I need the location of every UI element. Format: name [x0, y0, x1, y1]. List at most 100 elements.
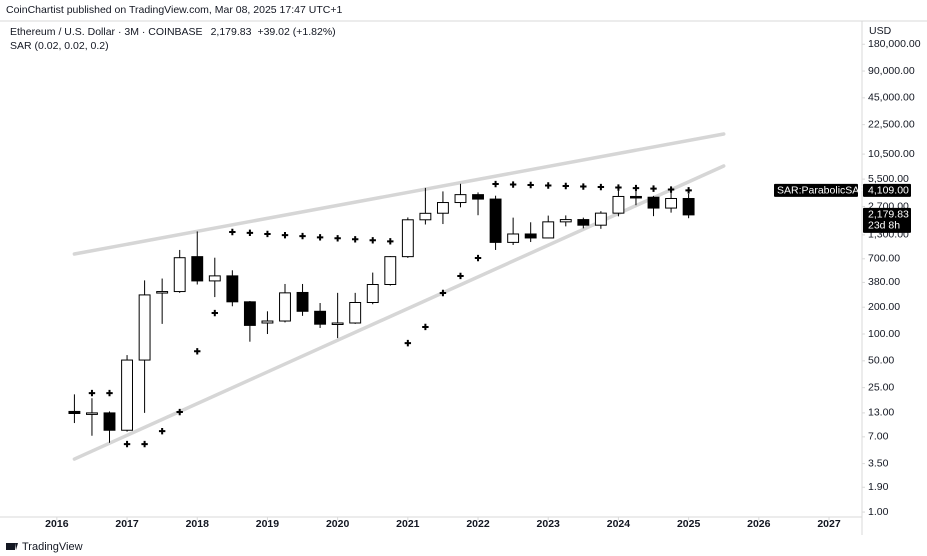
y-tick-label: 25.00 [868, 381, 894, 393]
y-tick-label: 380.00 [868, 276, 900, 288]
logo-text: TradingView [22, 541, 83, 553]
candle-body [542, 221, 555, 239]
candle-body [472, 194, 484, 200]
price-label-value: 2,179.83 [868, 209, 909, 221]
x-tick-label: 2025 [677, 518, 701, 530]
candle-body [243, 301, 256, 326]
x-tick-label: 2016 [45, 518, 69, 530]
candle-body [68, 410, 81, 414]
sar-point [632, 184, 640, 192]
candle-body [279, 292, 291, 322]
sar-point [527, 181, 534, 189]
sar-point [211, 309, 218, 317]
candle-body [296, 291, 309, 312]
trend-line [72, 132, 726, 256]
candle-body [401, 219, 414, 258]
sar-point [158, 427, 166, 435]
sar-point [597, 183, 605, 191]
sar-point [422, 323, 429, 331]
sar-point [545, 182, 552, 189]
candle-body [103, 412, 116, 431]
sar-point [281, 231, 289, 239]
price-label-bg [863, 207, 911, 233]
publisher: CoinChartist published on TradingView.co… [6, 4, 342, 16]
y-tick-label: 1.90 [868, 481, 889, 493]
sar-point [264, 230, 271, 238]
last-price: 2,179.83 [211, 26, 252, 38]
y-tick-label: 180,000.00 [868, 38, 921, 50]
y-tick-label: 90,000.00 [868, 65, 915, 77]
candle-body [86, 412, 98, 415]
candle-body [577, 219, 590, 226]
sar-point [334, 235, 341, 242]
sar-point [176, 408, 183, 416]
y-tick-label: 7.00 [868, 431, 889, 443]
sar-label-name: SAR:ParabolicSAR [777, 185, 867, 197]
sar-point [141, 440, 148, 448]
candle-body [612, 195, 625, 214]
sar-label-value-bg [863, 183, 911, 197]
y-tick-label: 13.00 [868, 407, 894, 419]
candle-body [156, 291, 169, 294]
sar-point [316, 234, 324, 241]
x-tick-label: 2017 [115, 518, 139, 530]
x-tick-label: 2023 [537, 518, 561, 530]
x-tick-label: 2019 [256, 518, 280, 530]
plot-area [68, 132, 726, 461]
sar-point [194, 348, 201, 355]
y-tick-label: 50.00 [868, 355, 894, 367]
indicator-name: SAR (0.02, 0.02, 0.2) [10, 40, 109, 52]
sar-point [439, 289, 447, 297]
sar-point [246, 229, 254, 237]
logo: TradingView [6, 541, 83, 553]
sar-point [650, 185, 657, 192]
candle-body [419, 212, 432, 221]
sar-point [299, 232, 306, 240]
candle-body [665, 197, 678, 209]
x-tick-label: 2022 [466, 518, 490, 530]
y-tick-label: 100.00 [868, 328, 900, 340]
sar-point [615, 184, 622, 191]
y-tick-label: 700.00 [868, 253, 900, 265]
currency: USD [869, 25, 892, 37]
sar-point [562, 182, 569, 190]
sar-point [88, 389, 96, 397]
sar-point [351, 236, 359, 243]
change: +39.02 (+1.82%) [257, 26, 335, 38]
candle-body [682, 197, 695, 216]
y-tick-label: 5,500.00 [868, 173, 909, 185]
x-tick-label: 2020 [326, 518, 350, 530]
sar-point [580, 183, 587, 190]
sar-label-value: 4,109.00 [868, 185, 909, 197]
y-tick-label: 200.00 [868, 301, 900, 313]
candle-body [647, 196, 660, 209]
candle-body [436, 202, 449, 214]
candle-body [349, 301, 362, 324]
sar-point [474, 254, 482, 262]
y-tick-label: 10,500.00 [868, 148, 915, 160]
sar-label-name-bg [774, 183, 858, 197]
y-tick-label: 22,500.00 [868, 118, 915, 130]
symbol: Ethereum / U.S. Dollar · 3M · COINBASE [10, 26, 203, 38]
candle-body [208, 275, 221, 282]
candle-body [138, 294, 151, 361]
sar-point [106, 389, 113, 397]
trend-line [72, 164, 726, 461]
x-tick-label: 2027 [817, 518, 841, 530]
candle-body [173, 257, 186, 293]
candle-body [559, 219, 572, 223]
sar-point [667, 186, 675, 193]
price-label-countdown: 23d 8h [868, 220, 900, 232]
sar-point [229, 228, 236, 236]
candle-body [524, 233, 537, 239]
sar-point [685, 187, 692, 194]
candle-body [630, 195, 642, 199]
candle-body [314, 310, 327, 325]
x-tick-label: 2021 [396, 518, 420, 530]
candle-body [489, 198, 502, 243]
candle-body [366, 284, 379, 303]
candle-body [454, 194, 467, 204]
x-tick-label: 2026 [747, 518, 771, 530]
candle-body [121, 359, 133, 431]
